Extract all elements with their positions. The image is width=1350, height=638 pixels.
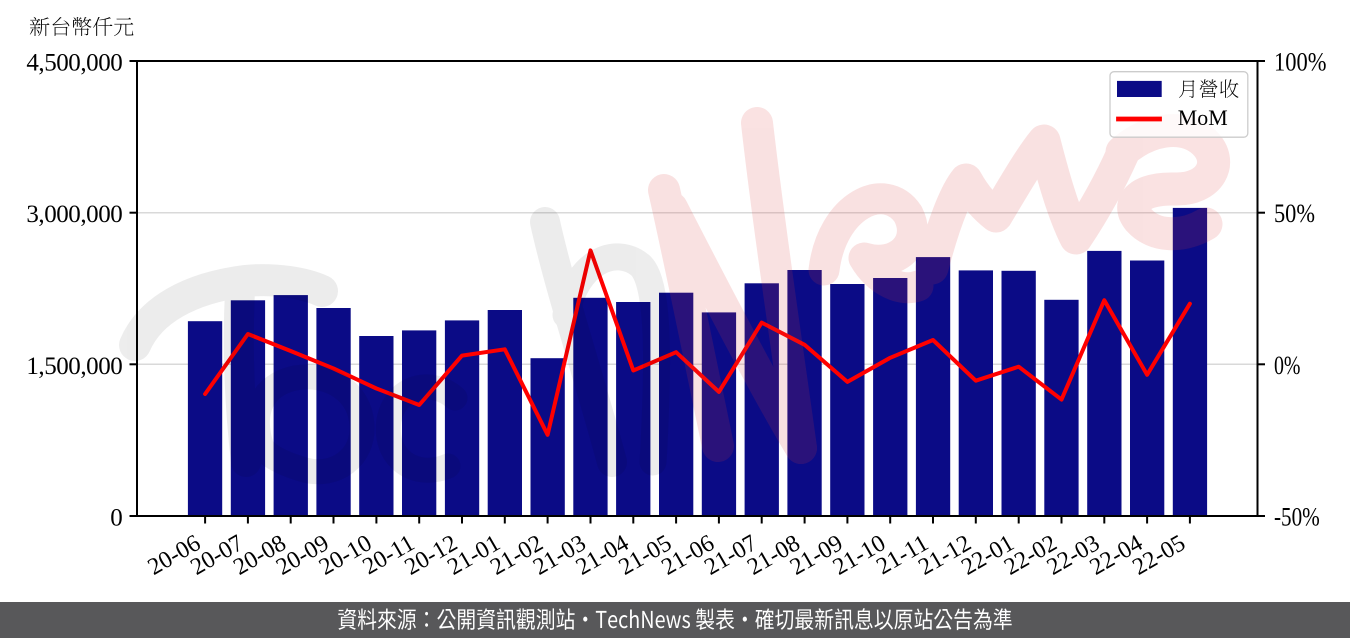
svg-text:50%: 50%	[1274, 199, 1315, 228]
svg-text:MoM: MoM	[1178, 105, 1228, 130]
svg-text:4,500,000: 4,500,000	[26, 50, 122, 77]
svg-text:-50%: -50%	[1274, 503, 1320, 532]
svg-text:0%: 0%	[1274, 351, 1301, 380]
svg-text:100%: 100%	[1274, 48, 1327, 77]
svg-text:0: 0	[110, 505, 122, 532]
svg-text:1,500,000: 1,500,000	[26, 353, 122, 380]
svg-text:3,000,000: 3,000,000	[26, 201, 122, 228]
